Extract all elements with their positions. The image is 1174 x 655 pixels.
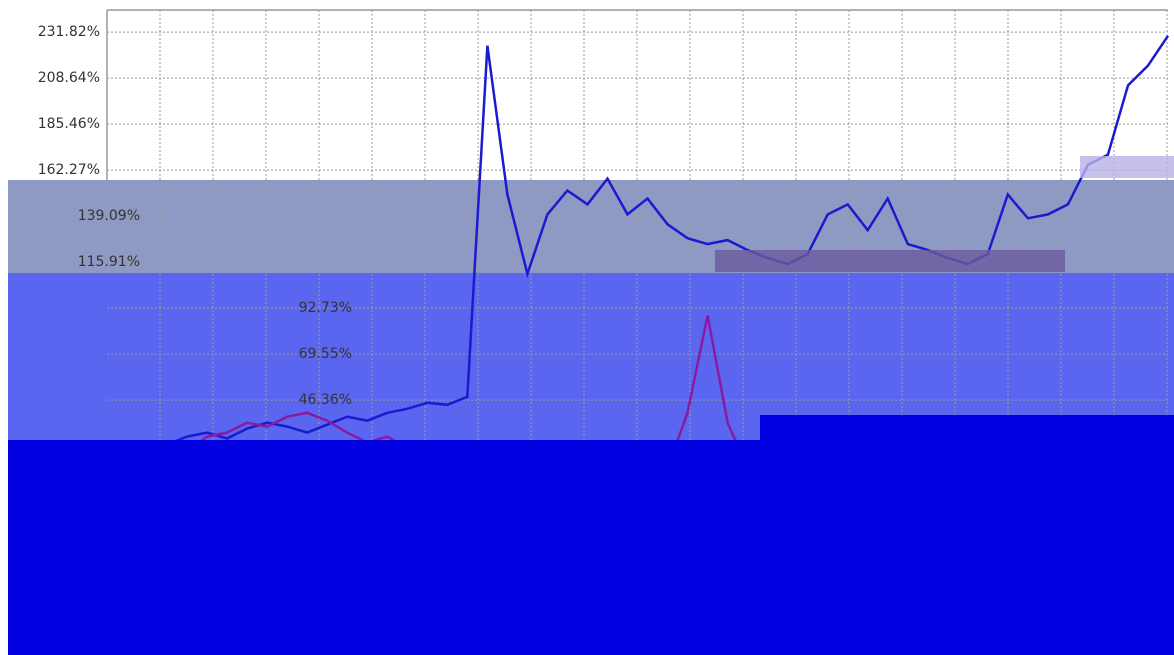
y-tick-label: 162.27% [38,162,100,178]
y-tick-label: 69.55% [299,346,352,362]
glitch-strip [1080,156,1174,178]
y-tick-label: 208.64% [38,70,100,86]
y-tick-label: 46.36% [299,392,352,408]
y-tick-label: 139.09% [78,208,140,224]
glitch-band [760,415,1174,445]
y-tick-label: 92.73% [299,300,352,316]
y-tick-label: 115.91% [78,254,140,270]
y-tick-label: 185.46% [38,116,100,132]
glitch-strip [715,250,1065,272]
glitch-band [8,440,1174,655]
glitch-band [8,273,1174,440]
chart: 46.36% 69.55% 92.73% 115.91% 139.09% 162.27% 1… [0,0,1174,655]
y-tick-label: 231.82% [38,24,100,40]
